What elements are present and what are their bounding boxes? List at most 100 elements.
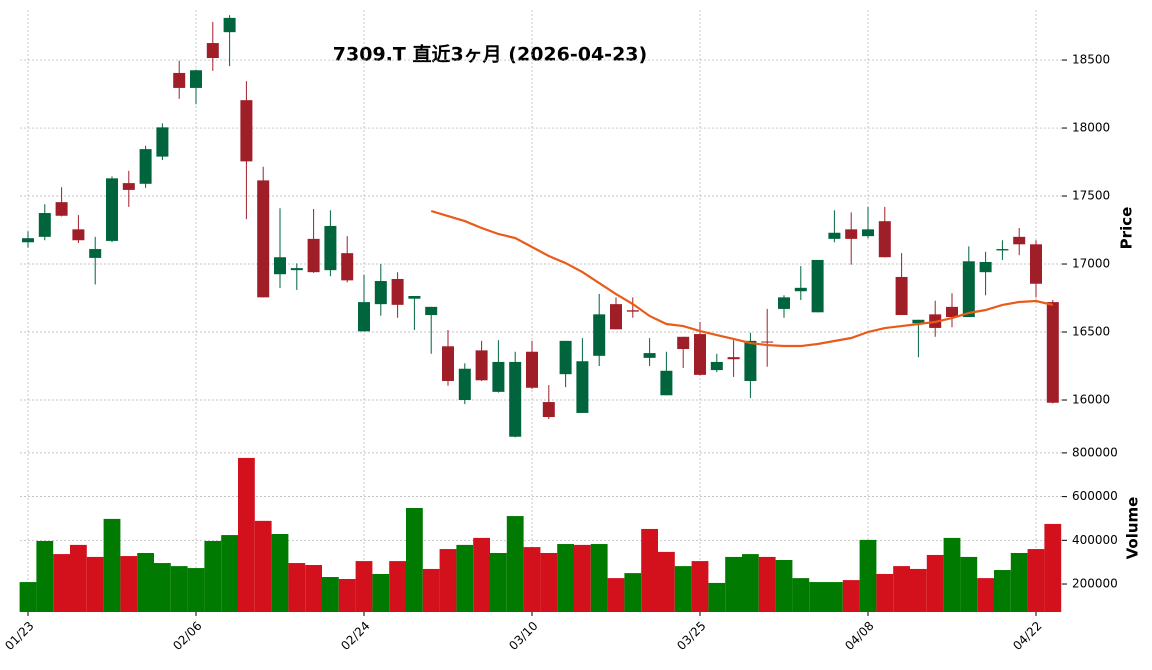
candle-body [576,361,589,413]
candle-body [72,229,85,241]
candle-body [22,238,34,243]
candle-body [358,302,370,332]
candle-body [744,340,757,381]
volume-bar [960,556,978,612]
volume-bar [943,537,961,612]
volume-bar [792,578,810,612]
candle-body [526,351,538,388]
candle-body [458,368,471,401]
volume-bar [103,518,121,612]
candle-body [240,100,253,162]
volume-bar [271,533,289,612]
volume-bar [422,568,440,612]
volume-bar [876,573,894,612]
volume-bar [187,568,205,612]
volume-bar [338,579,356,612]
volume-bar [406,507,423,612]
candle-body [626,310,639,312]
x-tick-label: 02/06 [170,619,204,653]
candle-body [324,225,337,271]
y-tick-label: 17000 [1072,257,1110,271]
candle-body [811,259,824,313]
candle-body [1046,302,1059,403]
candle-body [425,306,438,316]
volume-bar [86,556,104,612]
candle-body [1030,244,1042,284]
x-tick-label: 03/10 [506,619,540,653]
x-tick-label: 04/08 [842,619,876,653]
volume-bar [473,537,490,612]
volume-bar [490,552,507,612]
volume-bar [19,582,37,612]
volume-bar [1027,549,1045,612]
candle-body [38,213,51,237]
candle-body [996,249,1009,251]
candle-body [677,336,690,350]
volume-axis-label: Volume [1124,497,1142,560]
y-tick-label: 17500 [1072,189,1110,203]
candle-body [274,257,286,275]
volume-bar [456,544,474,612]
candle-body [778,297,790,309]
y-axis-label: Price [1118,207,1136,250]
candle-body [862,229,874,237]
volume-bar [221,535,238,612]
candle-body [442,346,454,381]
y-tick-label: 600000 [1072,489,1118,503]
candle-body [391,278,404,305]
y-tick-label: 16500 [1072,325,1110,339]
volume-bar [691,561,709,612]
volume-bar [977,578,994,612]
candle-body [845,229,858,239]
candle-body [593,314,606,356]
candle-body [173,72,186,88]
x-tick-label: 02/24 [338,619,372,653]
x-tick-label: 03/25 [674,619,708,653]
volume-bar [238,457,255,612]
candle-body [509,361,522,437]
y-tick-label: 200000 [1072,577,1118,591]
volume-bar [540,552,558,612]
candle-body [643,353,656,358]
x-tick-label: 04/22 [1010,619,1044,653]
volume-bar [36,540,54,612]
candle-body [979,261,992,273]
volume-bar [137,552,154,612]
candle-body [106,178,118,241]
y-tick-label: 18500 [1072,53,1110,67]
volume-bar [439,549,457,612]
candle-body [694,334,706,375]
candle-body [1013,236,1026,245]
volume-bar [607,578,625,612]
volume-bar [708,582,726,612]
volume-bar [389,561,406,612]
candle-body [542,402,555,418]
volume-bar [372,573,390,612]
candle-body [55,202,68,216]
y-tick-label: 800000 [1072,445,1118,459]
volume-bar [842,580,860,612]
volume-bar [523,547,541,612]
volume-bar [170,566,188,612]
candle-body [122,183,135,190]
volume-bar [322,577,339,612]
candle-body [660,370,673,396]
volume-bar [826,582,843,612]
candle-body [559,340,572,375]
candle-body [139,149,152,184]
volume-bar [590,544,608,612]
volume-bar [926,554,944,612]
volume-bar [557,544,574,612]
volume-bar [994,570,1011,612]
volume-bar [1044,523,1062,612]
candle-body [475,350,488,381]
volume-bar [641,528,658,612]
volume-bar [775,559,793,612]
volume-bar [725,556,742,612]
y-tick-label: 16000 [1072,393,1110,407]
candle-body [408,295,421,299]
candle-body [962,261,975,318]
volume-bar [910,568,927,612]
candle-body [912,319,925,324]
volume-bar [204,540,222,612]
